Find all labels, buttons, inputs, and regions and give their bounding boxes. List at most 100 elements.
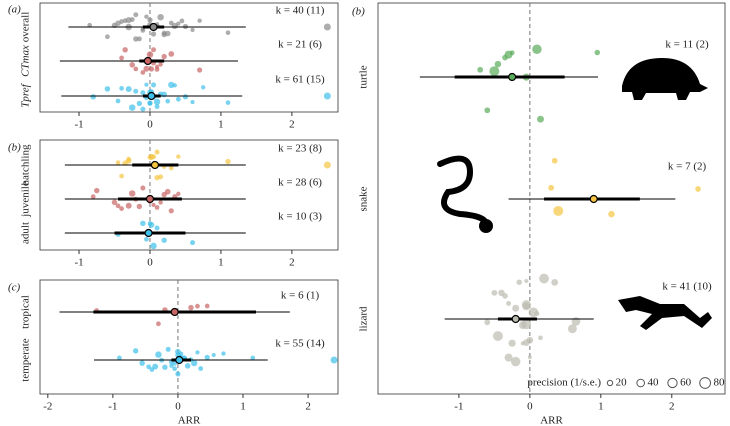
data-point [190, 240, 196, 246]
data-point [197, 18, 202, 23]
data-point [176, 191, 181, 197]
data-point [144, 82, 149, 87]
data-point [153, 98, 161, 106]
panel-frame [39, 2, 339, 113]
panel-label: (a) [8, 4, 21, 16]
data-point [136, 203, 143, 210]
data-point [492, 331, 503, 342]
x-tick-label: 1 [218, 257, 224, 269]
x-tick-label: 2 [289, 119, 295, 131]
data-point [204, 303, 210, 309]
data-point [87, 22, 92, 28]
legend-size [667, 377, 678, 389]
data-point [169, 363, 174, 368]
x-tick-label: -1 [454, 401, 463, 413]
k-label: k = 10 (3) [278, 211, 322, 223]
panel-frame [39, 139, 339, 251]
data-point [132, 348, 139, 354]
data-point [146, 364, 152, 370]
data-point [148, 221, 155, 228]
data-point [506, 301, 511, 306]
x-tick-label: 2 [669, 401, 675, 413]
data-point [172, 83, 177, 88]
data-point [516, 279, 522, 285]
data-point [162, 364, 168, 370]
data-point [154, 104, 160, 110]
data-point [140, 28, 146, 33]
data-point [158, 62, 163, 67]
legend-size [699, 377, 711, 389]
data-point [115, 98, 121, 104]
data-point [115, 160, 121, 165]
data-point [147, 100, 153, 106]
data-point [477, 66, 484, 73]
data-point [508, 339, 516, 347]
data-point [125, 86, 132, 93]
data-point [250, 355, 256, 361]
data-point [504, 353, 513, 362]
k-label: k = 41 (10) [662, 281, 712, 293]
data-point [175, 96, 181, 102]
data-point [151, 202, 156, 208]
data-point [140, 185, 146, 191]
data-point [133, 12, 139, 18]
data-point [168, 208, 174, 214]
data-point [136, 100, 143, 107]
data-point [129, 62, 135, 68]
x-tick-label: 2 [289, 257, 295, 269]
data-point [190, 27, 195, 32]
panel-label: (c) [8, 282, 21, 294]
x-tick-label: 1 [598, 401, 604, 413]
data-point [491, 289, 498, 296]
data-point [484, 107, 491, 114]
data-point [201, 85, 206, 90]
data-point [154, 67, 160, 72]
data-point [225, 30, 231, 36]
data-point [323, 23, 331, 31]
data-point [172, 366, 178, 372]
data-point [133, 66, 139, 72]
estimate [150, 160, 160, 170]
data-point [594, 49, 601, 56]
data-point [164, 30, 171, 37]
data-point [221, 351, 226, 356]
category-label: adult [20, 222, 32, 244]
data-point [146, 51, 154, 58]
data-point [111, 199, 118, 206]
estimate [147, 91, 156, 101]
data-point [90, 194, 96, 200]
data-point [323, 161, 331, 169]
data-point [126, 156, 132, 162]
data-point [551, 278, 559, 286]
data-point [105, 34, 110, 40]
category-label: temperate [20, 338, 32, 381]
data-point [119, 19, 124, 24]
data-point [494, 60, 502, 68]
data-point [211, 352, 216, 358]
turtle-silhouette [622, 58, 708, 100]
legend-label: 60 [680, 377, 692, 389]
category-label: Tpref [20, 82, 32, 107]
x-axis-label: ARR [178, 415, 201, 426]
k-label: k = 28 (6) [278, 177, 322, 189]
data-point [526, 336, 534, 344]
k-label: k = 6 (1) [281, 290, 320, 302]
data-point [484, 319, 491, 326]
data-point [144, 14, 149, 19]
category-label: snake [358, 186, 370, 211]
k-label: k = 55 (14) [275, 338, 325, 350]
data-point [330, 356, 338, 364]
data-point [225, 158, 231, 165]
data-point [534, 311, 540, 317]
k-label: k = 61 (15) [275, 74, 325, 86]
x-tick-label: -1 [108, 401, 117, 413]
data-point [129, 17, 135, 23]
data-point [176, 21, 181, 26]
legend-size [636, 378, 645, 388]
data-point [154, 149, 160, 155]
lizard-silhouette [618, 296, 712, 330]
data-point [195, 350, 200, 355]
data-point [548, 184, 555, 191]
data-point [502, 293, 508, 299]
data-point [119, 86, 124, 91]
